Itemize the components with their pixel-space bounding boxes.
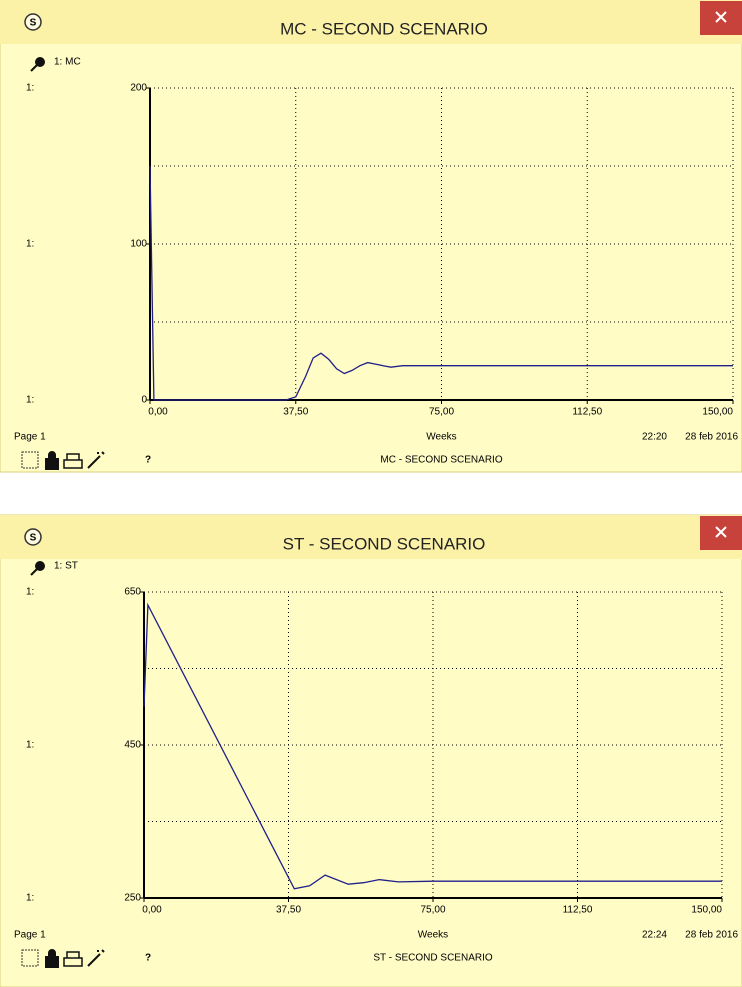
- x-tick-label: 37,50: [283, 407, 308, 418]
- x-axis-label: Weeks: [426, 432, 456, 443]
- time: 22:20: [642, 432, 667, 443]
- window-title: ST - SECOND SCENARIO: [283, 534, 486, 553]
- x-tick-label: 75,00: [420, 905, 445, 916]
- tool-wand[interactable]: [87, 949, 105, 967]
- close-icon: [715, 526, 727, 538]
- tool-zoom[interactable]: [21, 949, 39, 967]
- x-tick-label: 112,50: [572, 407, 602, 418]
- tool-lock[interactable]: [45, 451, 59, 470]
- y-tick-label: 100: [130, 239, 147, 250]
- y-tick-label: 250: [124, 893, 141, 904]
- x-tick-label: 150,00: [702, 407, 733, 418]
- window: S MC - SECOND SCENARIO 1: MC 0 1: 100 1: 200 1: 0…: [0, 0, 742, 473]
- legend-icon: [35, 57, 45, 67]
- axis-marker: 1:: [26, 587, 34, 598]
- y-tick-label: 650: [124, 587, 141, 598]
- x-tick-label: 0,00: [142, 905, 162, 916]
- app-icon: [24, 13, 42, 31]
- axis-marker: 1:: [26, 83, 34, 94]
- title-bar: [0, 0, 742, 44]
- window-title: MC - SECOND SCENARIO: [280, 19, 488, 38]
- y-tick-label: 450: [124, 740, 141, 751]
- app-icon-label: S: [30, 533, 37, 544]
- page-label: Page 1: [14, 930, 46, 941]
- tool-zoom[interactable]: [21, 451, 39, 469]
- y-tick-label: 0: [141, 395, 147, 406]
- page-label: Page 1: [14, 432, 46, 443]
- axis-marker: 1:: [26, 740, 34, 751]
- footer-title: ST - SECOND SCENARIO: [373, 953, 492, 964]
- series-line: [149, 165, 733, 401]
- axis-marker: 1:: [26, 395, 34, 406]
- legend-icon-stem: [30, 64, 38, 72]
- axis-marker: 1:: [26, 893, 34, 904]
- x-tick-label: 37,50: [276, 905, 301, 916]
- tool-print[interactable]: [63, 453, 83, 469]
- legend-label: 1: MC: [54, 57, 81, 68]
- x-tick-label: 112,50: [563, 905, 593, 916]
- legend-label: 1: ST: [54, 561, 78, 572]
- tool-lock[interactable]: [45, 949, 59, 968]
- window-body: [0, 0, 742, 473]
- title-bar: [0, 515, 742, 559]
- legend-icon: [35, 561, 45, 571]
- app-icon: [24, 528, 42, 546]
- app-icon-label: S: [30, 18, 37, 29]
- window: S ST - SECOND SCENARIO 1: ST 250 1: 450 1: 650 1…: [0, 514, 742, 987]
- series-line: [143, 602, 722, 890]
- legend-icon-stem: [30, 568, 38, 576]
- help-button[interactable]: ?: [145, 455, 151, 466]
- x-tick-label: 0,00: [148, 407, 168, 418]
- date: 28 feb 2016: [685, 432, 738, 443]
- tool-wand[interactable]: [87, 451, 105, 469]
- x-tick-label: 150,00: [691, 905, 722, 916]
- axis-marker: 1:: [26, 239, 34, 250]
- close-icon: [715, 11, 727, 23]
- time: 22:24: [642, 930, 667, 941]
- window-body: [0, 514, 742, 987]
- x-tick-label: 75,00: [429, 407, 454, 418]
- footer-title: MC - SECOND SCENARIO: [380, 455, 502, 466]
- date: 28 feb 2016: [685, 930, 738, 941]
- tool-print[interactable]: [63, 951, 83, 967]
- y-tick-label: 200: [130, 83, 147, 94]
- x-axis-label: Weeks: [418, 930, 448, 941]
- help-button[interactable]: ?: [145, 953, 151, 964]
